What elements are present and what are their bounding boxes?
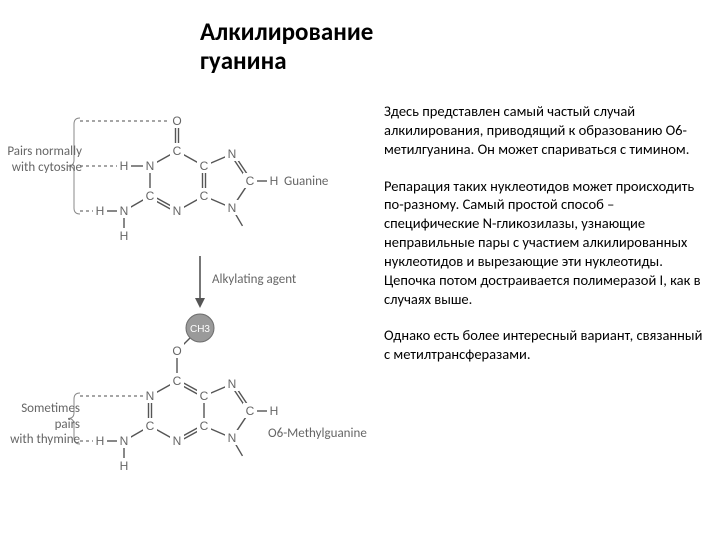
body-text: Здесь представлен самый частый случай ал… [384,102,710,382]
svg-text:O: O [172,344,181,358]
svg-text:CH3: CH3 [190,324,210,335]
svg-text:H: H [120,159,129,173]
paragraph-2: Репарация таких нуклеотидов может происх… [384,177,710,309]
svg-text:N: N [228,431,237,445]
svg-text:N: N [173,204,182,218]
paragraph-3: Однако есть более интересный вариант, св… [384,326,710,364]
svg-text:C: C [246,404,255,418]
svg-text:O: O [172,114,181,128]
svg-text:H: H [96,434,105,448]
svg-text:N: N [228,201,237,215]
label-pairs-thymine: Sometimes pairs with thymine [0,401,80,448]
svg-text:N: N [228,147,237,161]
svg-text:N: N [146,159,155,173]
label-o6-methylguanine: O6-Methylguanine [268,426,367,442]
svg-text:N: N [173,434,182,448]
label-pairs-cytosine: Pairs normally with cytosine [2,144,82,175]
svg-text:H: H [270,404,279,418]
svg-text:N: N [146,389,155,403]
svg-text:C: C [146,189,155,203]
svg-text:N: N [228,377,237,391]
svg-text:N: N [120,204,129,218]
page-title: Алкилирование гуанина [200,18,373,76]
svg-text:H: H [120,229,129,243]
svg-text:H: H [270,174,279,188]
svg-text:C: C [173,374,182,388]
svg-text:C: C [146,419,155,433]
svg-text:C: C [173,144,182,158]
svg-text:H: H [96,204,105,218]
svg-text:H: H [120,459,129,473]
svg-text:C: C [246,174,255,188]
diagram: NCNCCCNCNOHNHHHNCNCCCNCNONHHHCH3 Pairs n… [0,96,370,536]
svg-text:C: C [200,159,209,173]
label-guanine: Guanine [284,174,328,190]
svg-text:C: C [200,189,209,203]
svg-text:C: C [200,389,209,403]
label-alkylating-agent: Alkylating agent [212,272,296,288]
svg-text:N: N [120,434,129,448]
svg-text:C: C [200,419,209,433]
paragraph-1: Здесь представлен самый частый случай ал… [384,102,710,159]
